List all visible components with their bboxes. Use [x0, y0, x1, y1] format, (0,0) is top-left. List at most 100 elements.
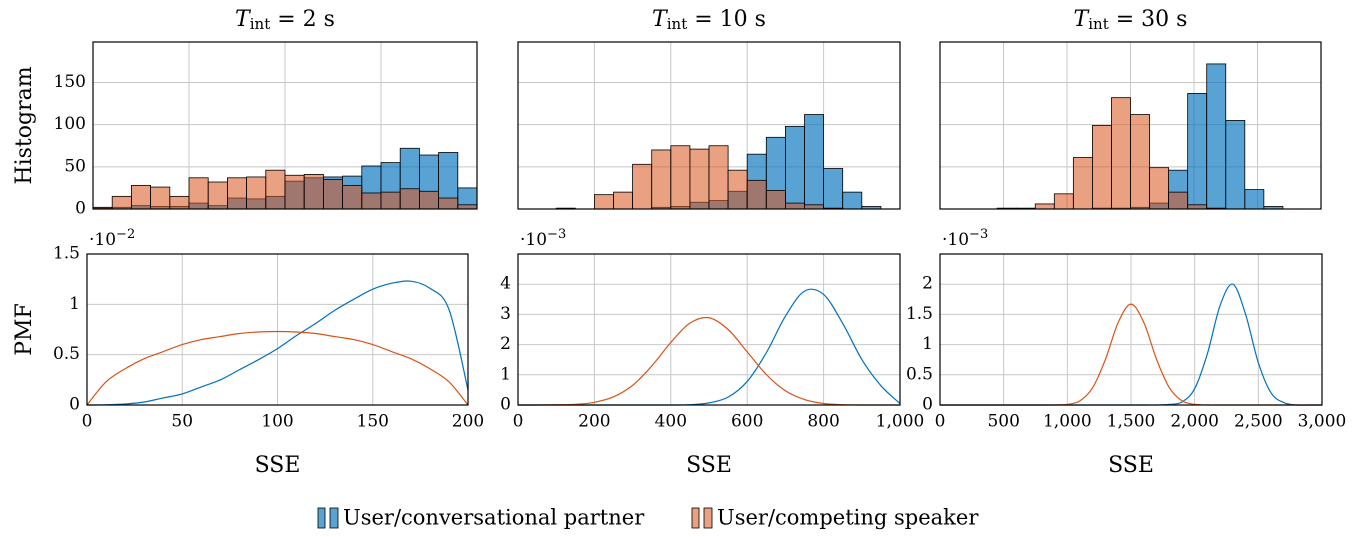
y-tick-label: 50: [64, 156, 86, 176]
histogram-bar: [438, 197, 459, 210]
title-symbol: T: [652, 7, 669, 32]
multiplier-base: ·10: [520, 230, 547, 250]
histogram-bar: [303, 174, 324, 210]
title-text: = 30 s: [1109, 7, 1188, 32]
histogram-bar: [207, 181, 228, 210]
panel-title: Tint = 30 s: [1074, 7, 1188, 33]
panel: 0 50 100 150 200 0 0.5 1 1.5 PMF SSE ·10−2: [12, 227, 484, 479]
legend-swatch: [703, 507, 713, 529]
histogram-bar: [226, 177, 247, 210]
title-symbol: T: [235, 7, 252, 32]
histogram-bar: [1244, 189, 1265, 210]
histogram-bar: [284, 174, 305, 210]
histogram-bar: [1206, 63, 1227, 210]
axis-frame: [92, 41, 478, 210]
y-tick-label: 1: [69, 294, 80, 314]
y-axis-label: PMF: [12, 303, 37, 356]
histogram-bar: [265, 169, 286, 210]
y-tick-label: 2: [500, 334, 511, 354]
histogram-bar: [1111, 97, 1131, 210]
y-tick-label: 3: [500, 304, 511, 324]
histogram-bar: [1225, 120, 1246, 210]
multiplier-exponent: −3: [547, 227, 566, 242]
title-text: = 10 s: [687, 7, 766, 32]
histogram-bar: [823, 168, 844, 210]
histogram-bar: [1168, 191, 1189, 210]
y-tick-label: 0: [922, 395, 933, 415]
histogram-bar: [785, 125, 805, 210]
histogram-bar: [188, 177, 209, 210]
y-tick-label: 1: [922, 334, 933, 354]
histogram-bar: [246, 176, 267, 210]
histogram-bar: [708, 145, 729, 210]
axis-frame: [939, 41, 1322, 210]
histogram-bar: [111, 195, 132, 210]
panel: Tint = 10 s: [517, 7, 901, 210]
histogram-bar: [1130, 114, 1150, 210]
histogram-bar: [418, 190, 439, 210]
x-tick-label: 3,000: [1298, 412, 1347, 432]
histogram-bar: [651, 149, 672, 210]
histogram-bar: [804, 114, 825, 210]
x-tick-label: 0: [82, 412, 93, 432]
x-tick-label: 2,500: [1234, 412, 1283, 432]
y-tick-label: 150: [54, 72, 86, 92]
panel: 0 50 100 150 Tint = 2 s Histogram: [12, 7, 478, 219]
title-text: = 2 s: [270, 7, 335, 32]
axis-frame: [939, 253, 1323, 406]
multiplier-exponent: −3: [969, 227, 988, 242]
x-tick-label: 1,500: [1107, 412, 1156, 432]
y-tick-label: 0.5: [906, 364, 933, 384]
histogram-bar: [746, 179, 767, 210]
title-subscript: int: [667, 15, 688, 33]
panel: Tint = 30 s: [939, 7, 1322, 210]
x-axis-label: SSE: [255, 453, 301, 478]
title-subscript: int: [1088, 15, 1109, 33]
x-tick-label: 100: [261, 412, 293, 432]
y-tick-label: 1.5: [53, 244, 80, 264]
histogram-bar: [594, 194, 614, 210]
x-tick-label: 600: [731, 412, 763, 432]
legend-swatch: [317, 507, 326, 529]
histogram-bar: [1187, 204, 1208, 210]
histogram-bar: [727, 169, 748, 210]
y-multiplier: ·10−3: [520, 227, 566, 250]
y-multiplier: ·10−2: [89, 227, 135, 250]
histogram-bar: [322, 179, 343, 210]
histogram-bar: [150, 186, 171, 210]
title-subscript: int: [250, 15, 271, 33]
histogram-bar: [1034, 203, 1055, 210]
axis-frame: [86, 253, 469, 406]
y-tick-label: 2: [922, 274, 933, 294]
y-tick-label: 0: [75, 199, 86, 219]
y-tick-label: 100: [54, 114, 86, 134]
legend-label: User/competing speaker: [717, 506, 979, 530]
histogram-bar: [380, 191, 401, 210]
x-tick-label: 1,000: [876, 412, 925, 432]
histogram-bar: [1053, 193, 1074, 210]
y-tick-label: 0: [69, 395, 80, 415]
histogram-bar: [130, 184, 151, 210]
axis-frame: [517, 253, 901, 406]
legend: User/conversational partner User/competin…: [317, 506, 979, 530]
y-tick-label: 0.5: [53, 344, 80, 364]
y-tick-label: 4: [500, 274, 511, 294]
panel-title: Tint = 2 s: [235, 7, 335, 33]
histogram-bar: [613, 191, 634, 210]
x-tick-label: 200: [578, 412, 610, 432]
axis-frame: [517, 41, 901, 210]
histogram-bar: [1187, 93, 1208, 210]
histogram-bar: [765, 190, 786, 210]
histogram-bar: [670, 145, 691, 210]
histogram-bar: [1149, 167, 1170, 210]
pmf-curve: [86, 330, 469, 406]
x-tick-label: 500: [987, 412, 1019, 432]
y-tick-label: 1: [500, 364, 511, 384]
histogram-bar: [632, 163, 653, 210]
x-axis-label: SSE: [686, 453, 732, 478]
histogram-bar: [1092, 125, 1112, 210]
multiplier-exponent: −2: [116, 227, 135, 242]
legend-swatch: [691, 507, 700, 529]
x-tick-label: 150: [357, 412, 389, 432]
